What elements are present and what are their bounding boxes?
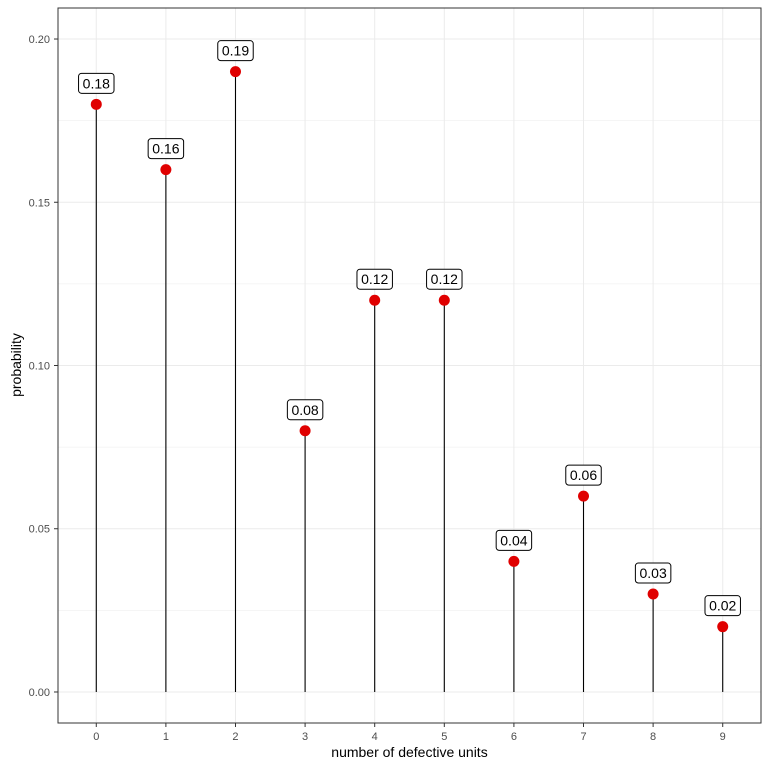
value-label-box (426, 268, 463, 290)
value-label-text: 0.04 (500, 532, 527, 548)
y-tick-label: 0.15 (29, 197, 50, 209)
x-tick-label: 2 (232, 731, 238, 743)
x-tick-label: 6 (511, 731, 517, 743)
data-point (90, 98, 102, 110)
value-label-box (565, 464, 602, 486)
x-tick-label: 0 (93, 731, 99, 743)
value-label-box (495, 529, 533, 551)
value-label-text: 0.12 (361, 271, 388, 287)
value-label-text: 0.06 (570, 467, 597, 483)
data-point (717, 621, 729, 633)
value-label: 0.12 (356, 268, 393, 290)
data-labels: 0.18 0.16 0.19 0.08 0.12 0.12 0.04 0.06 0.03 0.02 (78, 40, 741, 617)
value-label-box (78, 72, 115, 94)
x-tick-label: 4 (372, 731, 378, 743)
y-tick-label: 0.10 (29, 361, 50, 373)
data-point (160, 164, 172, 176)
value-label-text: 0.19 (222, 43, 249, 59)
x-tick-label: 9 (720, 731, 726, 743)
value-label: 0.12 (426, 268, 463, 290)
axes: 0.00 0.05 0.10 0.15 0.20 0 1 2 3 4 5 6 7 8 9 (29, 34, 726, 743)
x-axis-title: number of defective units (331, 744, 487, 760)
data-point (578, 490, 590, 502)
value-label-box (286, 399, 324, 421)
x-tick-label: 1 (163, 731, 169, 743)
value-label-text: 0.03 (639, 565, 666, 581)
value-label: 0.04 (495, 529, 533, 551)
y-axis-title: probability (8, 333, 24, 397)
value-label-box (147, 138, 185, 160)
value-label: 0.08 (286, 399, 324, 421)
x-tick-label: 5 (441, 731, 447, 743)
data-point (369, 294, 381, 306)
value-label-box (356, 268, 393, 290)
data-point (647, 588, 659, 600)
data-point (508, 555, 520, 567)
data-point (299, 425, 311, 437)
value-label: 0.18 (78, 72, 115, 94)
value-label-text: 0.18 (83, 75, 110, 91)
y-tick-label: 0.05 (29, 524, 50, 536)
x-tick-label: 7 (580, 731, 586, 743)
value-label-text: 0.12 (431, 271, 458, 287)
value-label: 0.02 (704, 595, 741, 617)
value-label-text: 0.02 (709, 598, 736, 614)
value-label: 0.19 (217, 40, 254, 62)
x-tick-label: 8 (650, 731, 656, 743)
y-tick-label: 0.20 (29, 34, 50, 46)
value-label-box (634, 562, 672, 584)
x-tick-label: 3 (302, 731, 308, 743)
value-label-box (217, 40, 254, 62)
points (90, 66, 729, 633)
value-label: 0.06 (565, 464, 602, 486)
data-point (438, 294, 450, 306)
value-label-box (704, 595, 741, 617)
y-tick-label: 0.00 (29, 687, 50, 699)
data-point (229, 66, 241, 78)
stems (95, 71, 724, 692)
value-label: 0.16 (147, 138, 185, 160)
value-label-text: 0.08 (291, 402, 318, 418)
value-label: 0.03 (634, 562, 672, 584)
value-label-text: 0.16 (152, 141, 179, 157)
